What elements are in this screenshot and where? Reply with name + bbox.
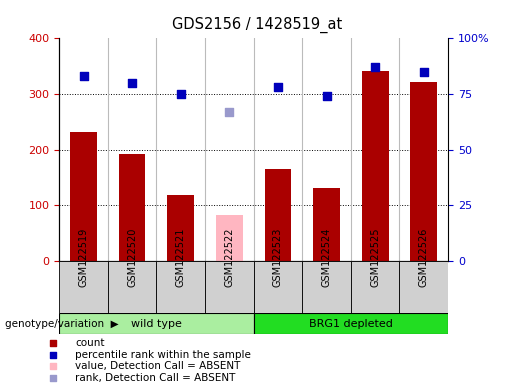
Bar xyxy=(59,313,253,334)
Point xyxy=(49,375,57,381)
Text: value, Detection Call = ABSENT: value, Detection Call = ABSENT xyxy=(75,361,241,371)
Bar xyxy=(253,313,448,334)
Point xyxy=(371,64,379,70)
Point xyxy=(420,69,428,75)
Point xyxy=(274,84,282,91)
Point xyxy=(49,352,57,358)
Point xyxy=(49,340,57,346)
Bar xyxy=(205,261,253,313)
Point xyxy=(79,73,88,79)
Bar xyxy=(59,261,108,313)
Text: GSM122519: GSM122519 xyxy=(78,228,89,287)
Text: genotype/variation  ▶: genotype/variation ▶ xyxy=(5,318,119,329)
Bar xyxy=(216,215,243,261)
Bar xyxy=(70,132,97,261)
Text: wild type: wild type xyxy=(131,318,182,329)
Point xyxy=(177,91,185,97)
Text: GSM122520: GSM122520 xyxy=(127,228,137,287)
Bar xyxy=(253,261,302,313)
Bar xyxy=(400,261,448,313)
Bar xyxy=(265,169,291,261)
Text: GSM122525: GSM122525 xyxy=(370,228,380,287)
Text: count: count xyxy=(75,338,105,348)
Bar xyxy=(167,195,194,261)
Text: rank, Detection Call = ABSENT: rank, Detection Call = ABSENT xyxy=(75,373,235,383)
Point xyxy=(49,363,57,369)
Text: GSM122526: GSM122526 xyxy=(419,228,429,287)
Text: GDS2156 / 1428519_at: GDS2156 / 1428519_at xyxy=(173,17,342,33)
Point xyxy=(225,109,233,115)
Text: BRG1 depleted: BRG1 depleted xyxy=(309,318,393,329)
Text: GSM122521: GSM122521 xyxy=(176,228,186,287)
Bar xyxy=(362,71,388,261)
Bar xyxy=(157,261,205,313)
Text: GSM122524: GSM122524 xyxy=(321,228,332,287)
Point xyxy=(322,93,331,99)
Bar xyxy=(119,154,146,261)
Bar xyxy=(313,188,340,261)
Bar xyxy=(108,261,157,313)
Point xyxy=(128,80,136,86)
Text: percentile rank within the sample: percentile rank within the sample xyxy=(75,350,251,360)
Bar xyxy=(302,261,351,313)
Bar xyxy=(351,261,400,313)
Text: GSM122523: GSM122523 xyxy=(273,228,283,287)
Text: GSM122522: GSM122522 xyxy=(225,228,234,287)
Bar xyxy=(410,82,437,261)
